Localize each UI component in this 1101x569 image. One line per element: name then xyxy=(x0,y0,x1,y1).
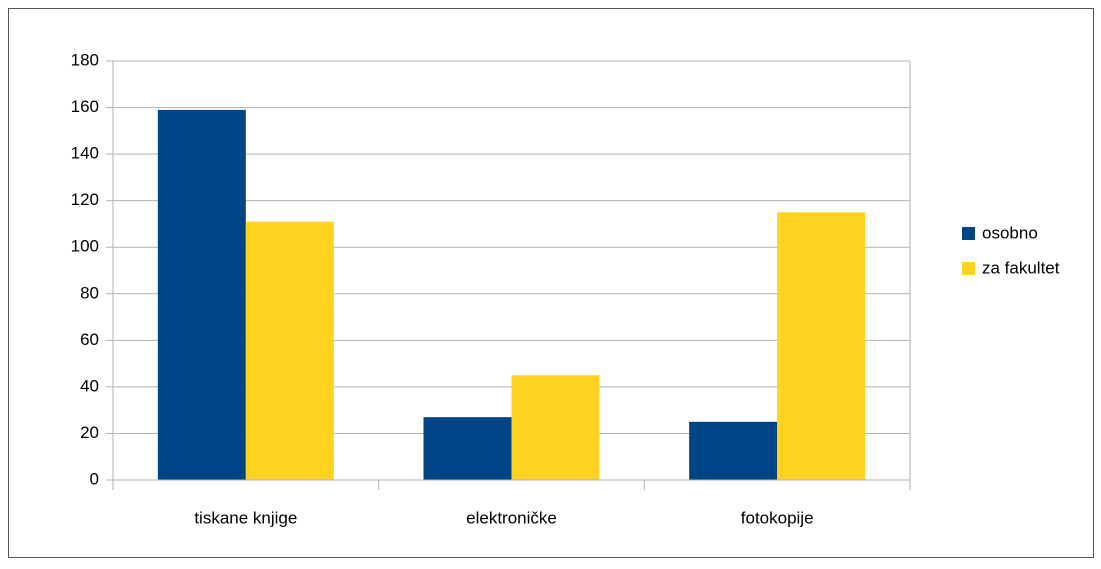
legend-swatch xyxy=(962,262,975,275)
x-tick-label: elektroničke xyxy=(466,508,557,527)
y-tick-label: 160 xyxy=(71,97,99,116)
bar xyxy=(689,421,778,480)
y-tick-label: 180 xyxy=(71,50,99,69)
y-tick-label: 40 xyxy=(80,376,99,395)
bar xyxy=(157,109,246,480)
bar xyxy=(511,375,600,480)
legend-swatch xyxy=(962,227,975,240)
y-tick-label: 80 xyxy=(80,283,99,302)
x-tick-label: fotokopije xyxy=(741,508,814,527)
y-tick-label: 100 xyxy=(71,237,99,256)
legend-label: za fakultet xyxy=(982,258,1060,277)
y-tick-label: 60 xyxy=(80,330,99,349)
bar xyxy=(423,417,512,480)
y-tick-label: 0 xyxy=(90,469,99,488)
bar xyxy=(777,212,866,481)
bar xyxy=(245,221,334,480)
y-tick-label: 140 xyxy=(71,144,99,163)
y-tick-label: 20 xyxy=(80,423,99,442)
x-tick-label: tiskane knjige xyxy=(194,508,297,527)
y-tick-label: 120 xyxy=(71,190,99,209)
legend-label: osobno xyxy=(982,223,1038,242)
